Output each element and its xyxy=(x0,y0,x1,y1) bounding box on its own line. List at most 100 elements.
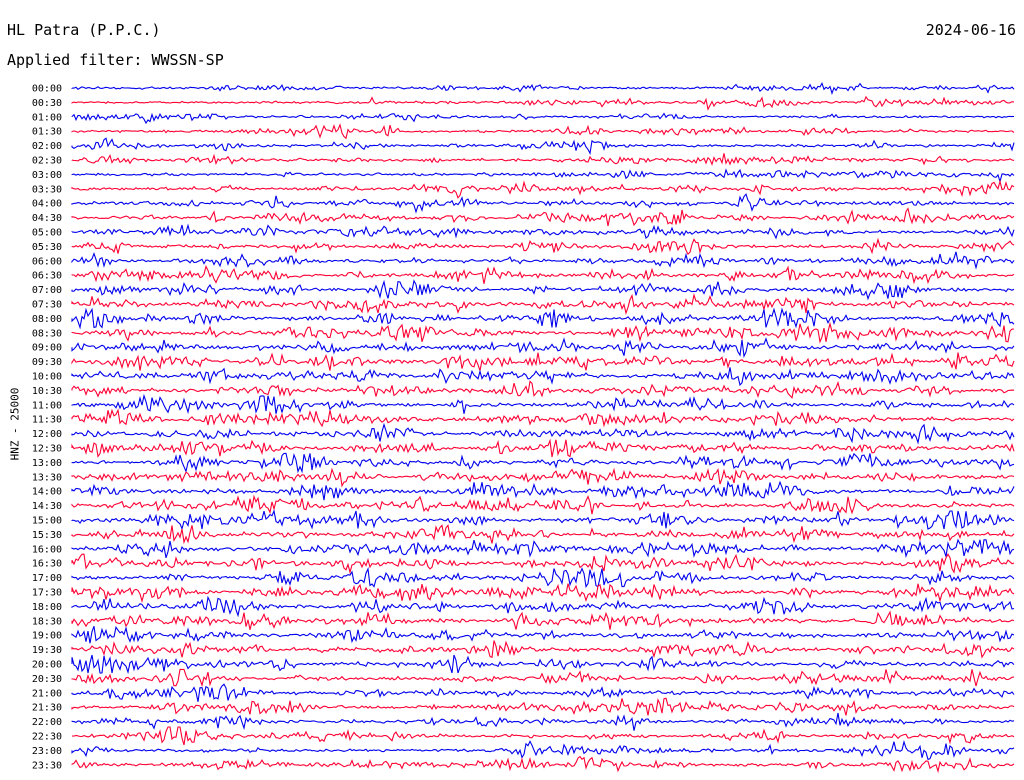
seismic-trace-row xyxy=(71,168,1015,184)
row-time-label: 12:30 xyxy=(32,444,62,455)
row-time-label: 23:00 xyxy=(32,746,62,757)
seismic-trace-row xyxy=(71,697,1015,716)
seismic-trace-row xyxy=(71,509,1015,531)
row-time-label: 02:00 xyxy=(32,141,62,152)
seismic-trace-row xyxy=(71,683,1015,702)
row-time-label: 23:30 xyxy=(32,760,62,771)
seismic-trace-row xyxy=(71,654,1015,675)
seismic-trace-row xyxy=(71,712,1015,731)
seismic-trace-row xyxy=(71,367,1015,387)
seismic-trace-row xyxy=(71,452,1015,474)
seismic-trace-row xyxy=(71,640,1015,659)
seismic-trace-row xyxy=(71,81,1015,96)
row-time-label: 19:30 xyxy=(32,645,62,656)
row-time-label: 13:00 xyxy=(32,458,62,469)
seismic-trace-row xyxy=(71,438,1015,458)
row-time-label: 01:30 xyxy=(32,127,62,138)
seismic-trace-row xyxy=(71,595,1015,618)
row-time-label: 04:30 xyxy=(32,213,62,224)
seismic-trace-row xyxy=(71,321,1015,344)
seismic-trace-row xyxy=(71,393,1015,415)
row-time-label: 10:30 xyxy=(32,386,62,397)
seismic-trace-row xyxy=(71,583,1015,604)
seismic-trace-row xyxy=(71,553,1015,575)
row-time-label: 13:30 xyxy=(32,472,62,483)
row-time-label: 12:00 xyxy=(32,429,62,440)
row-time-label: 03:00 xyxy=(32,170,62,181)
row-time-label: 10:00 xyxy=(32,372,62,383)
row-time-label: 21:00 xyxy=(32,688,62,699)
seismic-trace-row xyxy=(71,337,1015,359)
seismic-trace-row xyxy=(71,223,1015,240)
seismic-trace-row xyxy=(71,137,1015,156)
row-time-label: 15:00 xyxy=(32,516,62,527)
row-time-label: 18:30 xyxy=(32,616,62,627)
seismic-trace-row xyxy=(71,237,1015,256)
seismic-trace-row xyxy=(71,179,1015,199)
row-time-label: 11:00 xyxy=(32,400,62,411)
row-time-label: 09:00 xyxy=(32,343,62,354)
seismic-trace-row xyxy=(71,279,1015,301)
row-time-label: 06:30 xyxy=(32,271,62,282)
seismic-trace-row xyxy=(71,610,1015,630)
station-title: HL Patra (P.P.C.) xyxy=(7,21,161,39)
row-time-label: 14:30 xyxy=(32,501,62,512)
seismic-trace-row xyxy=(71,193,1015,214)
seismic-trace-row xyxy=(71,352,1015,373)
row-time-label: 16:00 xyxy=(32,544,62,555)
seismic-trace-row xyxy=(71,380,1015,399)
row-time-label: 15:30 xyxy=(32,530,62,541)
seismic-trace-row xyxy=(71,740,1015,761)
row-time-label: 07:30 xyxy=(32,300,62,311)
row-time-label: 06:00 xyxy=(32,256,62,267)
row-time-label: 17:00 xyxy=(32,573,62,584)
row-time-label: 20:00 xyxy=(32,660,62,671)
row-time-label: 00:00 xyxy=(32,84,62,95)
row-time-label: 14:00 xyxy=(32,487,62,498)
seismic-trace-row xyxy=(71,95,1015,111)
row-time-label: 20:30 xyxy=(32,674,62,685)
seismic-trace-row xyxy=(71,726,1015,746)
date-label: 2024-06-16 xyxy=(925,21,1016,39)
row-time-label: 04:00 xyxy=(32,199,62,210)
row-time-label: 02:30 xyxy=(32,156,62,167)
row-time-label: 05:00 xyxy=(32,228,62,239)
row-time-label: 22:30 xyxy=(32,732,62,743)
seismic-trace-row xyxy=(71,480,1015,501)
seismic-trace-row xyxy=(71,153,1015,166)
row-time-label: 07:00 xyxy=(32,285,62,296)
seismic-trace-row xyxy=(71,668,1015,688)
row-time-label: 09:30 xyxy=(32,357,62,368)
seismic-trace-row xyxy=(71,755,1015,774)
seismic-trace-row xyxy=(71,112,1015,125)
seismic-trace-row xyxy=(71,494,1015,515)
row-time-label: 19:00 xyxy=(32,631,62,642)
seismic-trace-row xyxy=(71,538,1015,558)
seismic-trace-row xyxy=(71,625,1015,644)
seismic-trace-row xyxy=(71,251,1015,270)
seismic-trace-row xyxy=(71,123,1015,140)
seismic-trace-row xyxy=(71,293,1015,315)
seismic-trace-row xyxy=(71,408,1015,428)
row-time-label: 01:00 xyxy=(32,112,62,123)
row-time-label: 16:30 xyxy=(32,559,62,570)
row-time-label: 00:30 xyxy=(32,98,62,109)
seismic-trace-row xyxy=(71,467,1015,488)
seismic-trace-row xyxy=(71,264,1015,285)
filter-label: Applied filter: WWSSN-SP xyxy=(7,51,224,69)
seismic-trace-row xyxy=(71,207,1015,227)
seismic-trace-row xyxy=(71,524,1015,545)
row-time-label: 18:00 xyxy=(32,602,62,613)
row-time-label: 05:30 xyxy=(32,242,62,253)
row-time-label: 08:00 xyxy=(32,314,62,325)
seismic-trace-row xyxy=(71,307,1015,330)
seismic-trace-row xyxy=(71,567,1015,589)
seismic-trace-row xyxy=(71,422,1015,445)
row-time-label: 22:00 xyxy=(32,717,62,728)
row-time-label: 03:30 xyxy=(32,184,62,195)
row-time-label: 21:30 xyxy=(32,703,62,714)
row-time-label: 17:30 xyxy=(32,588,62,599)
row-time-label: 08:30 xyxy=(32,328,62,339)
row-time-label: 11:30 xyxy=(32,415,62,426)
